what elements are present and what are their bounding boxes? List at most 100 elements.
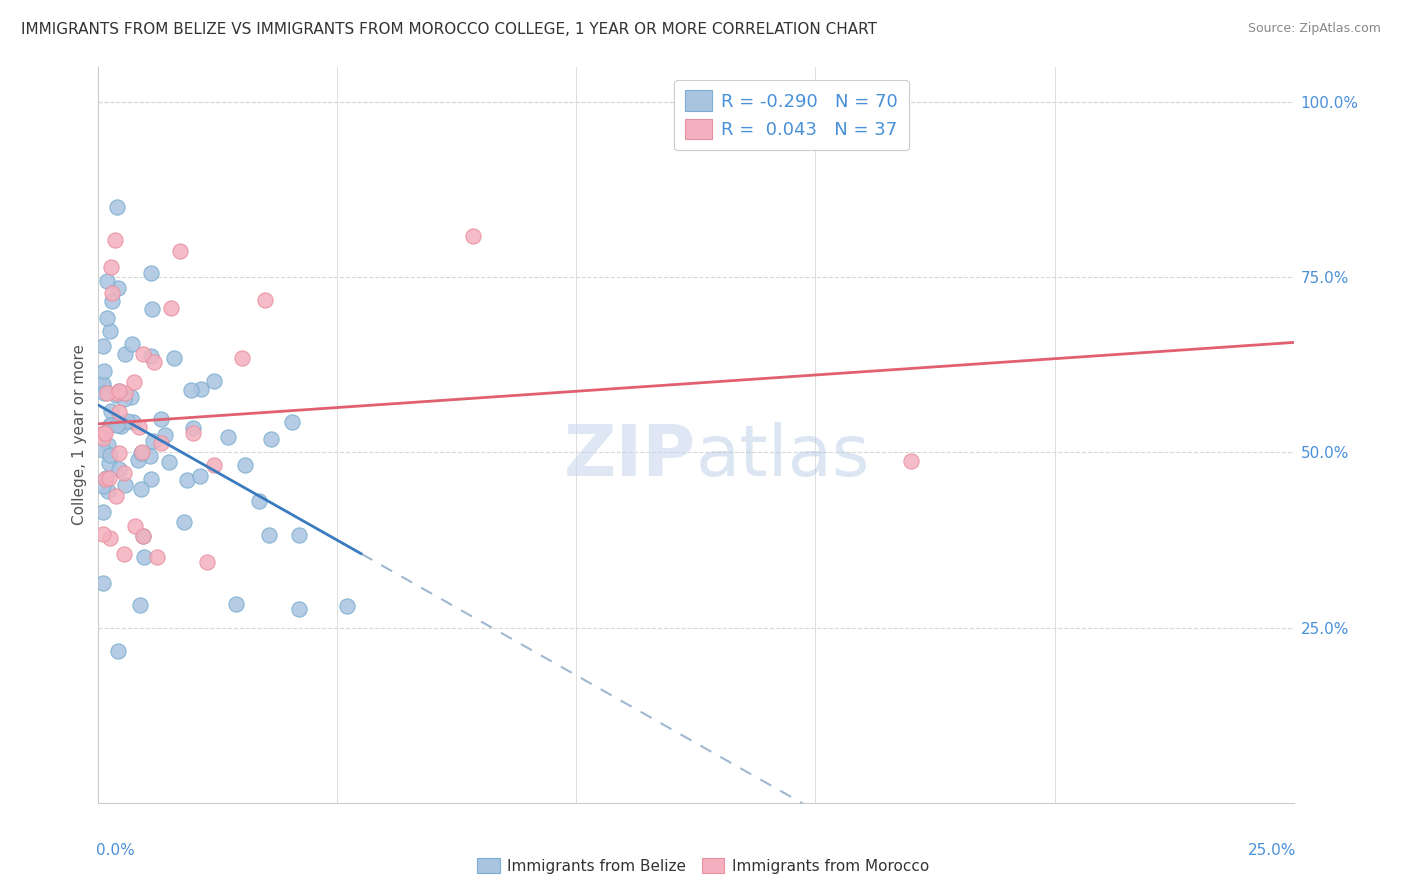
Point bbox=[93, 364, 115, 378]
Point bbox=[163, 351, 186, 365]
Point bbox=[121, 337, 143, 351]
Point bbox=[139, 472, 162, 486]
Point bbox=[91, 527, 114, 541]
Point bbox=[132, 347, 155, 361]
Point bbox=[127, 452, 149, 467]
Point bbox=[112, 466, 135, 480]
Point bbox=[288, 527, 311, 541]
Point bbox=[107, 384, 129, 398]
Point bbox=[128, 420, 150, 434]
Point bbox=[97, 471, 120, 485]
Point bbox=[202, 374, 225, 388]
Point bbox=[96, 386, 118, 401]
Point bbox=[150, 436, 173, 450]
Point bbox=[108, 446, 131, 460]
Point bbox=[129, 446, 152, 460]
Point bbox=[281, 415, 304, 429]
Point bbox=[98, 448, 121, 462]
Point bbox=[173, 516, 195, 530]
Point bbox=[108, 405, 131, 419]
Point bbox=[217, 430, 239, 444]
Point bbox=[91, 431, 114, 445]
Point bbox=[94, 471, 117, 485]
Point bbox=[142, 434, 165, 449]
Point bbox=[104, 233, 127, 247]
Point bbox=[114, 477, 136, 491]
Legend: Immigrants from Belize, Immigrants from Morocco: Immigrants from Belize, Immigrants from … bbox=[471, 852, 935, 880]
Point bbox=[231, 351, 253, 365]
Point bbox=[98, 456, 121, 470]
Point bbox=[139, 449, 162, 463]
Point bbox=[122, 415, 145, 429]
Point bbox=[146, 549, 169, 564]
Point bbox=[139, 266, 162, 280]
Point bbox=[132, 529, 155, 543]
Point bbox=[124, 519, 146, 533]
Point bbox=[108, 384, 131, 399]
Point bbox=[336, 599, 359, 613]
Point bbox=[112, 392, 135, 406]
Text: atlas: atlas bbox=[696, 423, 870, 491]
Point bbox=[93, 386, 115, 401]
Point bbox=[107, 644, 129, 658]
Point bbox=[100, 260, 122, 274]
Point bbox=[233, 458, 256, 472]
Point bbox=[98, 324, 121, 338]
Point bbox=[101, 294, 124, 309]
Point bbox=[124, 376, 146, 390]
Text: 0.0%: 0.0% bbox=[96, 843, 135, 858]
Point bbox=[900, 453, 922, 467]
Point bbox=[100, 404, 122, 418]
Point bbox=[97, 438, 120, 452]
Point bbox=[132, 550, 155, 565]
Point bbox=[260, 432, 283, 446]
Point bbox=[253, 293, 276, 307]
Point bbox=[114, 386, 136, 401]
Point bbox=[91, 426, 114, 441]
Point bbox=[91, 339, 114, 353]
Point bbox=[202, 458, 225, 473]
Point bbox=[160, 301, 183, 316]
Point bbox=[141, 301, 163, 316]
Point bbox=[108, 462, 131, 476]
Point bbox=[195, 555, 218, 569]
Point bbox=[188, 469, 211, 483]
Point bbox=[96, 310, 118, 325]
Point bbox=[91, 442, 114, 457]
Point bbox=[181, 425, 204, 440]
Point bbox=[105, 200, 128, 214]
Point bbox=[94, 425, 117, 440]
Point bbox=[98, 531, 121, 545]
Point bbox=[181, 421, 204, 435]
Point bbox=[288, 602, 311, 616]
Point bbox=[91, 479, 114, 493]
Point bbox=[108, 416, 131, 430]
Point bbox=[91, 379, 114, 393]
Point bbox=[461, 229, 484, 244]
Point bbox=[105, 489, 128, 503]
Point bbox=[91, 377, 114, 392]
Point bbox=[101, 285, 124, 300]
Point bbox=[128, 599, 150, 613]
Text: Source: ZipAtlas.com: Source: ZipAtlas.com bbox=[1247, 22, 1381, 36]
Text: 25.0%: 25.0% bbox=[1247, 843, 1296, 858]
Point bbox=[149, 412, 172, 426]
Point bbox=[97, 483, 120, 498]
Point bbox=[225, 597, 247, 611]
Point bbox=[169, 244, 191, 258]
Point bbox=[139, 349, 162, 363]
Point bbox=[115, 414, 138, 428]
Point bbox=[257, 528, 280, 542]
Point bbox=[104, 388, 127, 402]
Point bbox=[120, 390, 142, 404]
Point bbox=[105, 417, 128, 432]
Point bbox=[110, 418, 132, 433]
Point bbox=[131, 528, 153, 542]
Point bbox=[190, 382, 212, 396]
Y-axis label: College, 1 year or more: College, 1 year or more bbox=[72, 344, 87, 525]
Point bbox=[143, 354, 166, 368]
Point bbox=[112, 547, 135, 561]
Point bbox=[176, 473, 198, 487]
Point bbox=[105, 385, 128, 400]
Point bbox=[98, 417, 121, 432]
